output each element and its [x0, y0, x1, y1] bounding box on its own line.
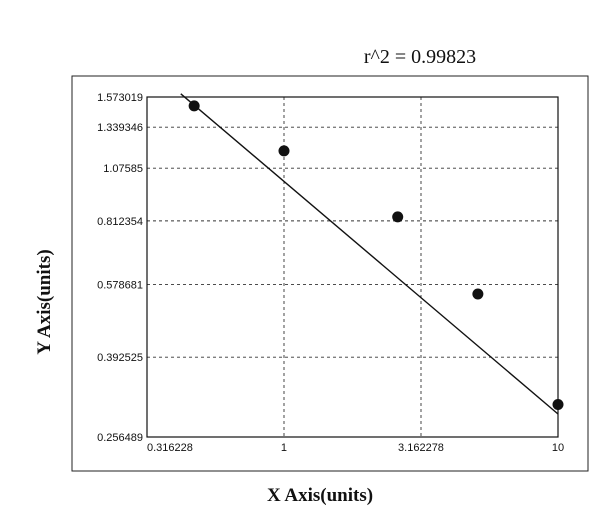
- y-tick-label: 0.256489: [97, 432, 143, 444]
- plot-area: [146, 96, 559, 438]
- x-tick-labels: 0.316228 1 3.162278 10: [147, 442, 564, 454]
- y-tick-label: 1.573019: [97, 92, 143, 104]
- data-point: [472, 288, 484, 300]
- y-tick-label: 0.812354: [97, 216, 143, 228]
- x-tick-label: 10: [552, 442, 564, 454]
- data-point: [552, 399, 564, 411]
- y-tick-label: 1.339346: [97, 122, 143, 134]
- x-tick-label: 1: [281, 442, 287, 454]
- data-point: [188, 100, 200, 112]
- grid-lines: [147, 97, 558, 437]
- data-series: [180, 93, 564, 415]
- y-tick-label: 0.392525: [97, 352, 143, 364]
- data-point: [278, 145, 290, 157]
- y-tick-labels: 1.573019 1.339346 1.07585 0.812354 0.578681 0…: [97, 92, 143, 444]
- x-axis-label: X Axis(units): [267, 485, 373, 506]
- y-tick-label: 1.07585: [103, 163, 143, 175]
- chart-frame: [71, 75, 589, 472]
- fit-line: [180, 93, 559, 415]
- y-axis-label: Y Axis(units): [34, 249, 55, 354]
- chart-title: r^2 = 0.99823: [364, 46, 476, 68]
- x-tick-label: 3.162278: [398, 442, 444, 454]
- y-tick-label: 0.578681: [97, 279, 143, 291]
- data-point: [392, 211, 404, 223]
- x-tick-label: 0.316228: [147, 442, 193, 454]
